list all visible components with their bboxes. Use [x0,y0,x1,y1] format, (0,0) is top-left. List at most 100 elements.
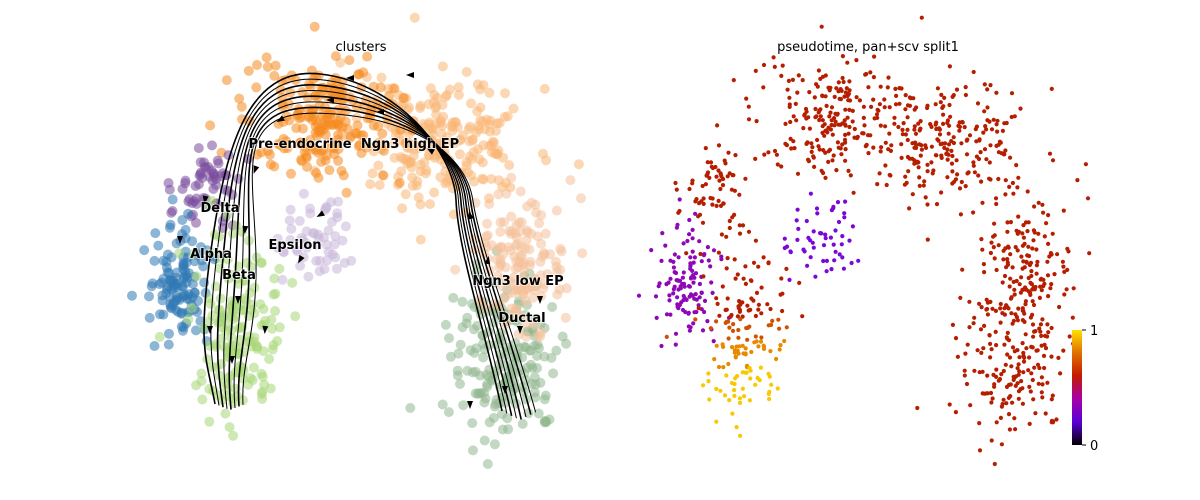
pseudotime-point [959,141,964,146]
pseudotime-point [937,132,943,137]
pseudotime-point [1011,377,1016,382]
pseudotime-point [1071,286,1076,291]
cell-point [305,203,315,214]
pseudotime-point [1004,120,1009,126]
pseudotime-point [953,336,959,341]
pseudotime-point [716,250,722,255]
pseudotime-point [731,78,736,83]
pseudotime-point [910,192,915,197]
pseudotime-point [775,162,780,167]
cell-point [301,242,312,253]
pseudotime-point [1050,158,1056,163]
pseudotime-point [732,381,737,387]
pseudotime-point [701,383,706,388]
pseudotime-point [1048,251,1053,256]
pseudotime-point [746,117,752,122]
cell-point [449,138,460,149]
pseudotime-point [1040,202,1045,207]
pseudotime-point [832,123,837,128]
pseudotime-point [1001,257,1006,262]
pseudotime-point [836,219,842,225]
cell-point [430,102,441,113]
pseudotime-point [653,294,659,299]
pseudotime-point [836,145,841,150]
pseudotime-point [850,119,855,124]
pseudotime-point [1043,346,1049,351]
pseudotime-point [1027,262,1032,268]
cell-point [398,93,409,104]
cell-point [533,408,544,419]
cell-point [162,249,173,260]
cell-point [493,189,504,200]
cell-point [518,289,529,300]
pseudotime-point [795,90,800,95]
cell-point [251,252,262,263]
pseudotime-point [776,317,781,322]
pseudotime-point [668,312,673,317]
pseudotime-point [845,93,850,99]
cell-point [270,60,281,71]
pseudotime-point [955,172,960,177]
cell-point [243,65,254,76]
pseudotime-point [833,249,838,254]
pseudotime-point [816,144,821,149]
cell-point [538,248,549,259]
pseudotime-point [740,300,745,305]
cell-point [251,82,262,93]
pseudotime-point [833,119,838,124]
pseudotime-point [726,361,731,367]
cell-point [576,193,586,204]
pseudotime-point [998,301,1003,307]
cell-point [297,123,308,134]
pseudotime-point [964,152,970,157]
pseudotime-point [687,232,692,237]
pseudotime-point [1021,359,1027,364]
pseudotime-point [1023,302,1028,307]
pseudotime-point [1046,330,1051,335]
streamline-arrow [229,356,235,364]
pseudotime-point [680,307,686,313]
pseudotime-point [1020,341,1025,346]
pseudotime-point [875,182,880,187]
pseudotime-point [1034,247,1039,252]
pseudotime-point [819,24,824,29]
cell-point [471,343,482,354]
pseudotime-point [737,400,743,405]
pseudotime-point [946,142,952,147]
pseudotime-point [1003,362,1008,367]
cell-point [400,138,411,149]
pseudotime-point [711,339,716,344]
pseudotime-point [918,119,923,124]
clusters-panel: clusters Pre-endocrine Ngn3 high EP Delt… [127,12,588,469]
pseudotime-point [714,174,719,179]
pseudotime-point [701,253,707,258]
cell-point [321,239,332,250]
cell-point [539,394,550,405]
pseudotime-point [1001,368,1006,374]
pseudotime-point [743,352,748,357]
pseudotime-point [978,327,984,332]
cell-point [319,264,330,275]
streamline [223,90,517,419]
pseudotime-point [715,301,720,306]
pseudotime-point [701,196,706,201]
pseudotime-point [1038,284,1043,289]
pseudotime-point [692,275,697,280]
pseudotime-point [690,181,695,186]
pseudotime-point [1052,272,1057,277]
cell-point [453,348,464,359]
cell-point [516,241,527,252]
pseudotime-point [694,197,699,202]
cell-point [308,228,319,239]
pseudotime-point [942,145,947,150]
pseudotime-point [711,248,717,253]
cell-point [205,298,216,309]
cell-point [448,292,459,303]
pseudotime-point [972,170,978,175]
pseudotime-point [990,396,995,401]
cluster-label-ngn3-high-ep: Ngn3 high EP [361,137,459,152]
pseudotime-point [700,220,706,225]
pseudotime-point [1026,368,1031,373]
pseudotime-point [829,267,834,272]
pseudotime-point [730,328,736,333]
